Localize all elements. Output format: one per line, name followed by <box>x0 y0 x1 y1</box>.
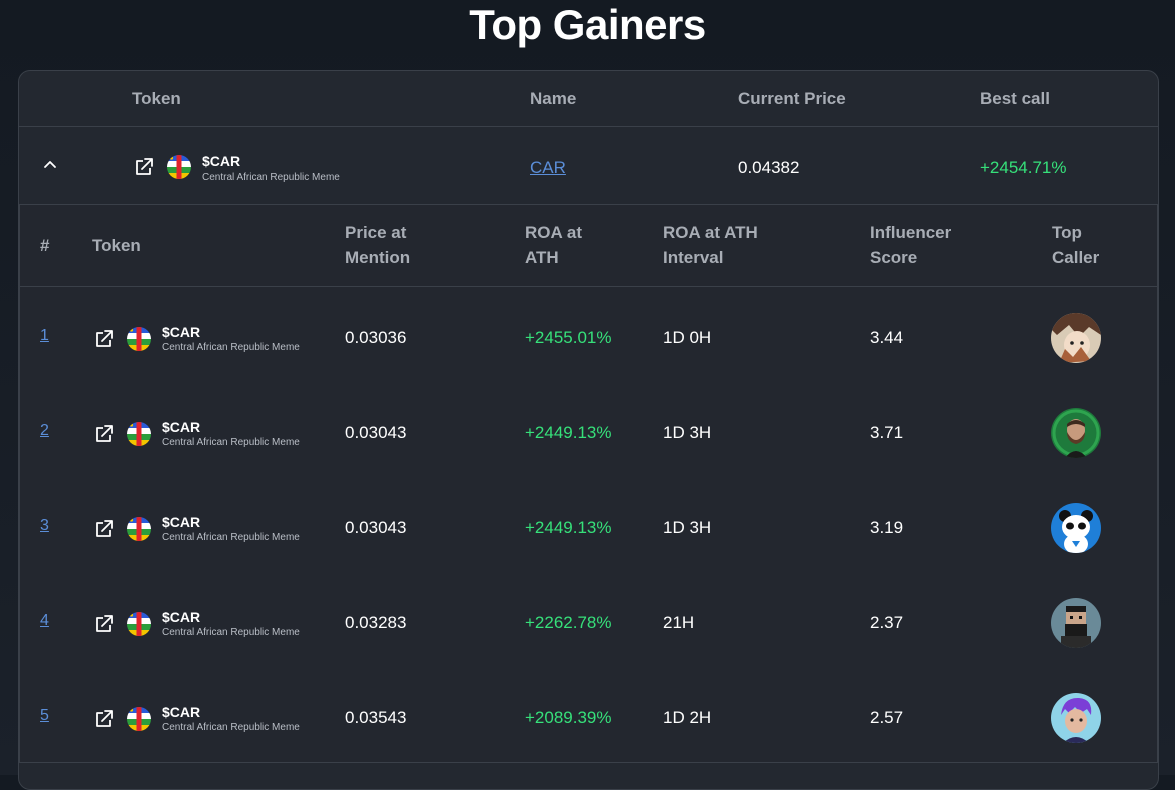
header-roa-interval: ROA at ATH Interval <box>663 223 758 267</box>
token-symbol: $CAR <box>162 324 201 340</box>
table-header: Token Name Current Price Best call <box>19 71 1158 127</box>
car-flag-icon <box>127 422 151 446</box>
roa-interval: 1D 2H <box>663 708 712 727</box>
influencer-score: 3.71 <box>870 423 904 442</box>
rank-link[interactable]: 1 <box>40 327 49 344</box>
influencer-score: 3.44 <box>870 328 904 347</box>
token-full-name: Central African Republic Meme <box>162 437 300 448</box>
car-flag-icon <box>127 327 151 351</box>
callers-table-header: # Token Price at Mention ROA at ATH ROA … <box>20 205 1157 287</box>
header-price-at-mention: Price at Mention <box>345 223 411 267</box>
header-influencer-score: Influencer Score <box>870 223 952 267</box>
external-link-icon[interactable] <box>93 613 115 635</box>
roa-at-ath: +2455.01% <box>525 328 612 347</box>
top-gainers-table: Token Name Current Price Best call $CAR … <box>18 70 1159 790</box>
roa-interval: 1D 0H <box>663 328 712 347</box>
price-at-mention: 0.03043 <box>345 518 407 537</box>
rank-link[interactable]: 5 <box>40 707 49 724</box>
token-symbol: $CAR <box>162 704 201 720</box>
purple-hair-avatar[interactable] <box>1051 693 1101 743</box>
rank-link[interactable]: 3 <box>40 517 49 534</box>
price-at-mention: 0.03036 <box>345 328 407 347</box>
roa-at-ath: +2449.13% <box>525 518 612 537</box>
car-flag-icon <box>167 155 191 179</box>
token-full-name: Central African Republic Meme <box>162 627 300 638</box>
header-token: Token <box>132 89 181 108</box>
car-flag-icon <box>127 612 151 636</box>
car-flag-icon <box>127 517 151 541</box>
roa-interval: 1D 3H <box>663 423 712 442</box>
panda-avatar[interactable] <box>1051 503 1101 553</box>
roa-at-ath: +2089.39% <box>525 708 612 727</box>
anime-avatar[interactable] <box>1051 313 1101 363</box>
token-symbol: $CAR <box>202 153 241 169</box>
current-price: 0.04382 <box>738 158 800 177</box>
price-at-mention: 0.03543 <box>345 708 407 727</box>
rank-link[interactable]: 4 <box>40 612 49 629</box>
price-at-mention: 0.03043 <box>345 423 407 442</box>
table-row: 3 $CAR Central African Republic Meme 0.0… <box>20 477 1157 572</box>
influencer-score: 2.37 <box>870 613 904 632</box>
page-title: Top Gainers <box>469 1 706 48</box>
external-link-icon[interactable] <box>133 156 155 178</box>
roa-at-ath: +2449.13% <box>525 423 612 442</box>
external-link-icon[interactable] <box>93 708 115 730</box>
token-summary-row[interactable]: $CAR Central African Republic Meme CAR 0… <box>19 127 1158 205</box>
header-top-caller: Top Caller <box>1052 223 1100 267</box>
influencer-score: 2.57 <box>870 708 904 727</box>
header-current-price: Current Price <box>738 89 846 108</box>
header-best-call: Best call <box>980 89 1050 108</box>
header-token: Token <box>92 236 141 255</box>
pixel-man-avatar[interactable] <box>1051 598 1101 648</box>
roa-interval: 21H <box>663 613 695 632</box>
roa-at-ath: +2262.78% <box>525 613 612 632</box>
token-symbol: $CAR <box>162 419 201 435</box>
influencer-score: 3.19 <box>870 518 904 537</box>
external-link-icon[interactable] <box>93 423 115 445</box>
rank-link[interactable]: 2 <box>40 422 49 439</box>
external-link-icon[interactable] <box>93 328 115 350</box>
token-full-name: Central African Republic Meme <box>162 532 300 543</box>
table-row: 2 $CAR Central African Republic Meme 0.0… <box>20 382 1157 477</box>
token-name-link[interactable]: CAR <box>530 158 566 177</box>
roa-interval: 1D 3H <box>663 518 712 537</box>
chevron-up-icon[interactable] <box>39 154 61 176</box>
token-symbol: $CAR <box>162 609 201 625</box>
header-roa-at-ath: ROA at ATH <box>525 223 582 267</box>
car-flag-icon <box>127 707 151 731</box>
header-name: Name <box>530 89 577 108</box>
external-link-icon[interactable] <box>93 518 115 540</box>
token-full-name: Central African Republic Meme <box>202 172 340 183</box>
table-row: 5 $CAR Central African Republic Meme 0.0… <box>20 667 1157 762</box>
best-call-value: +2454.71% <box>980 158 1067 177</box>
header-rank: # <box>40 236 50 255</box>
table-row: 4 $CAR Central African Republic Meme 0.0… <box>20 572 1157 667</box>
token-full-name: Central African Republic Meme <box>162 342 300 353</box>
callers-table: # Token Price at Mention ROA at ATH ROA … <box>19 205 1158 763</box>
table-row: 1 $CAR Central African Republic Meme 0.0… <box>20 287 1157 382</box>
bearded-man-avatar[interactable] <box>1051 408 1101 458</box>
price-at-mention: 0.03283 <box>345 613 407 632</box>
token-full-name: Central African Republic Meme <box>162 722 300 733</box>
token-symbol: $CAR <box>162 514 201 530</box>
